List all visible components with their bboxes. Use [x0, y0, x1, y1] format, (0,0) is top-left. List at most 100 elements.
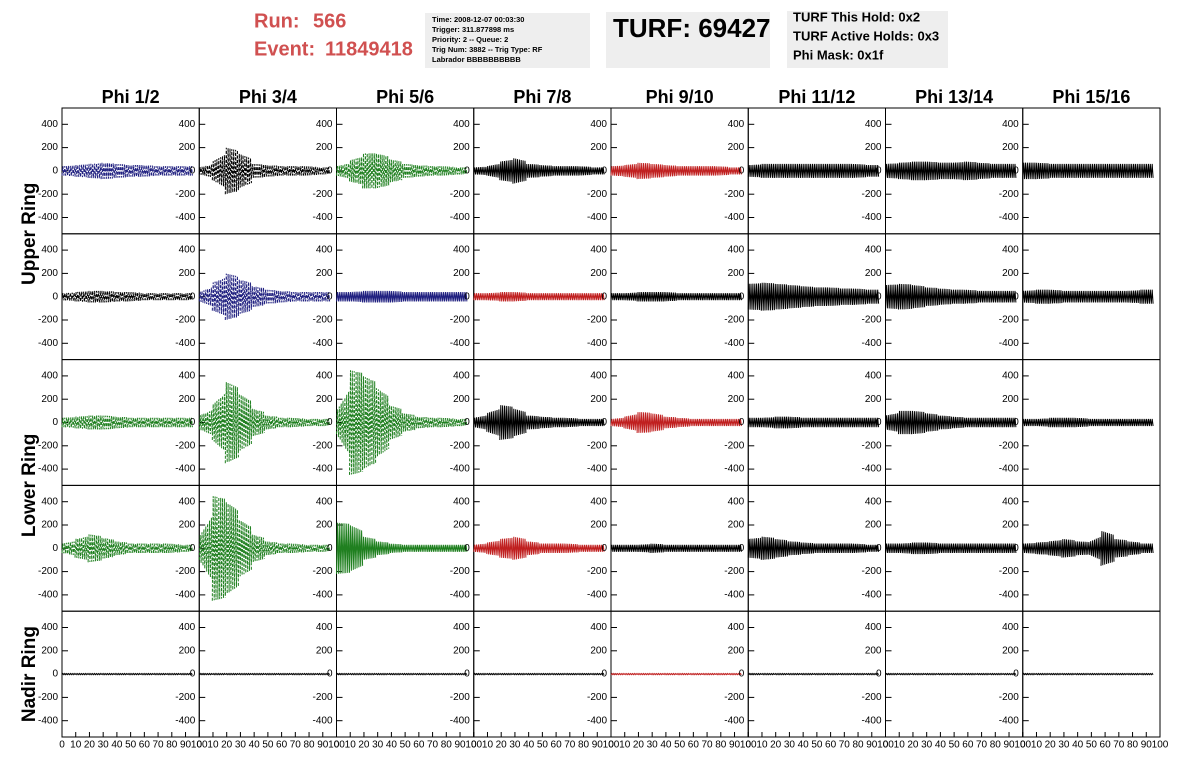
x-tick-label: 40	[798, 740, 810, 751]
waveform	[375, 541, 390, 556]
y-tick-label: 0	[739, 166, 745, 177]
waveform	[662, 544, 677, 552]
y-tick-label: -400	[861, 715, 881, 726]
y-tick-label: 200	[316, 268, 333, 279]
waveform	[714, 166, 729, 176]
y-tick-label: -200	[175, 315, 195, 326]
x-tick-label: 30	[1058, 740, 1070, 751]
waveform	[636, 162, 651, 180]
waveform	[800, 672, 814, 676]
y-tick-label: 200	[453, 645, 470, 656]
x-tick-label: 30	[98, 740, 110, 751]
y-tick-label: 200	[41, 268, 58, 279]
waveform	[538, 543, 553, 554]
waveform	[362, 672, 377, 676]
x-tick-label: 70	[839, 740, 851, 751]
x-tick-label: 100	[1152, 740, 1169, 751]
waveform	[714, 544, 729, 552]
y-tick-label: -400	[724, 590, 744, 601]
turf-info-line: TURF This Hold: 0x2	[793, 9, 920, 24]
waveform	[865, 672, 879, 676]
waveform	[727, 167, 742, 175]
waveform	[610, 293, 625, 301]
waveform	[1002, 290, 1017, 303]
x-tick-label: 80	[1127, 740, 1139, 751]
y-tick-label: -200	[175, 189, 195, 200]
x-tick-label: 90	[1003, 740, 1015, 751]
ring-label: Nadir Ring	[19, 626, 40, 722]
y-tick-label: -400	[999, 590, 1019, 601]
waveform	[126, 417, 141, 428]
y-tick-label: 200	[728, 268, 745, 279]
y-tick-label: 400	[865, 119, 882, 130]
waveform	[401, 544, 416, 552]
y-tick-label: 400	[453, 496, 470, 507]
y-tick-label: 200	[590, 645, 607, 656]
waveform	[375, 290, 390, 303]
waveform	[440, 166, 455, 176]
x-tick-label: 0	[59, 740, 65, 751]
waveform	[198, 410, 213, 435]
info-line: Labrador BBBBBBBBBB	[432, 55, 521, 64]
waveform	[649, 543, 664, 554]
waveform	[152, 672, 167, 676]
waveform	[250, 286, 265, 308]
waveform	[924, 287, 939, 307]
waveform	[786, 416, 801, 429]
waveform	[701, 672, 716, 676]
waveform	[1048, 540, 1063, 557]
x-tick-label: 50	[811, 740, 823, 751]
column-header: Phi 7/8	[513, 87, 571, 107]
waveform	[1061, 672, 1076, 676]
waveform	[852, 543, 867, 554]
waveform	[610, 165, 625, 177]
waveform	[826, 672, 840, 676]
x-tick-label: 20	[1045, 740, 1057, 751]
y-tick-label: -200	[450, 566, 470, 577]
waveform	[564, 417, 579, 428]
y-tick-label: -400	[38, 464, 58, 475]
waveform	[250, 534, 265, 563]
waveform	[675, 672, 690, 676]
y-tick-label: -400	[312, 212, 332, 223]
waveform	[362, 536, 377, 560]
waveform	[486, 164, 501, 178]
waveform	[1100, 418, 1115, 427]
waveform	[277, 543, 291, 554]
waveform	[590, 293, 605, 301]
y-tick-label: 0	[739, 417, 745, 428]
y-tick-label: 400	[1002, 622, 1019, 633]
y-tick-label: 200	[1002, 645, 1019, 656]
y-tick-label: 400	[41, 119, 58, 130]
waveform	[401, 672, 416, 676]
waveform	[1139, 543, 1154, 554]
waveform	[1100, 290, 1115, 303]
y-tick-label: -200	[312, 189, 332, 200]
waveform	[87, 672, 102, 676]
x-tick-label: 30	[784, 740, 796, 751]
x-tick-label: 30	[372, 740, 384, 751]
y-tick-label: 0	[52, 417, 58, 428]
waveform	[61, 417, 76, 428]
y-tick-label: 200	[41, 520, 58, 531]
waveform	[662, 292, 677, 302]
waveform	[577, 166, 592, 176]
y-tick-label: 0	[1013, 166, 1019, 177]
waveform	[525, 541, 540, 556]
waveform	[126, 672, 141, 676]
waveform	[898, 672, 912, 676]
waveform	[760, 163, 775, 178]
waveform	[924, 542, 939, 555]
waveform	[701, 544, 716, 552]
y-tick-label: -200	[38, 189, 58, 200]
waveform	[747, 672, 762, 676]
y-tick-label: 200	[453, 268, 470, 279]
waveform	[727, 293, 742, 301]
waveform	[1126, 163, 1141, 178]
waveform	[290, 166, 305, 176]
waveform	[152, 417, 167, 428]
waveform	[499, 159, 514, 183]
waveform	[87, 163, 102, 179]
waveform	[898, 162, 913, 180]
waveform	[113, 541, 128, 556]
